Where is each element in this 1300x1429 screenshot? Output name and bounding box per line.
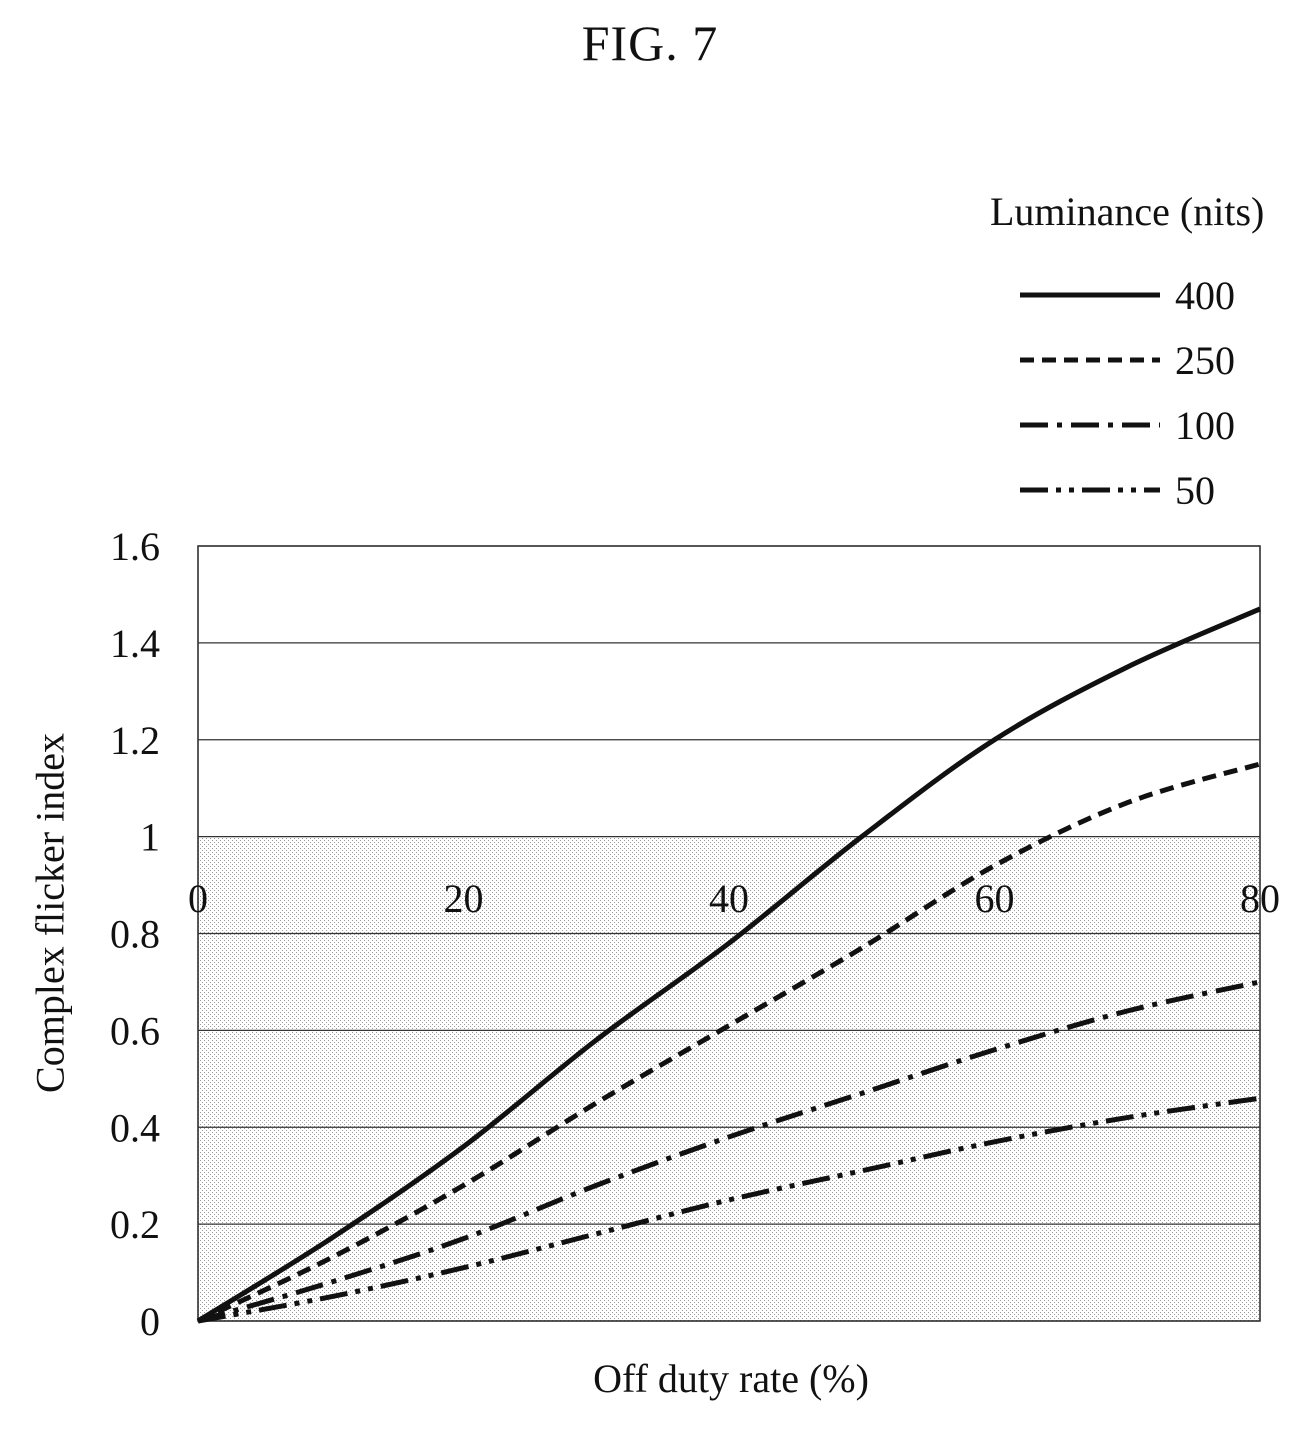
y-tick-label: 1.6: [110, 524, 160, 569]
legend-title: Luminance (nits): [990, 189, 1265, 234]
y-tick-labels: 0 0.2 0.4 0.6 0.8 1 1.2 1.4 1.6: [110, 524, 160, 1344]
y-axis-label: Complex flicker index: [27, 733, 73, 1093]
series-lines: [196, 606, 1262, 1324]
legend-label-100: 100: [1175, 403, 1235, 448]
y-tick-label: 1: [140, 815, 160, 860]
x-tick-label: 20: [444, 876, 484, 921]
x-tick-label: 40: [709, 876, 749, 921]
series-line-100: [197, 979, 1261, 1324]
x-tick-label: 80: [1240, 876, 1280, 921]
y-tick-label: 0.2: [110, 1202, 160, 1247]
y-tick-label: 0.8: [110, 912, 160, 957]
x-axis-label: Off duty rate (%): [593, 1356, 869, 1401]
legend: 400 250 100 50: [1020, 273, 1235, 513]
plot-upper-region: [198, 546, 1260, 837]
gridlines: [198, 545, 1260, 1322]
figure-label: FIG. 7: [581, 15, 719, 71]
y-tick-label: 1.2: [110, 718, 160, 763]
plot-lower-region: [198, 836, 1260, 1321]
series-line-50: [197, 1095, 1261, 1324]
y-tick-label: 0.4: [110, 1105, 160, 1150]
legend-label-50: 50: [1175, 468, 1215, 513]
legend-label-400: 400: [1175, 273, 1235, 318]
legend-label-250: 250: [1175, 338, 1235, 383]
y-tick-label: 0: [140, 1299, 160, 1344]
x-tick-label: 60: [975, 876, 1015, 921]
y-tick-label: 1.4: [110, 621, 160, 666]
x-tick-label: 0: [188, 876, 208, 921]
y-tick-label: 0.6: [110, 1008, 160, 1053]
series-line-400: [196, 606, 1262, 1324]
x-tick-labels: 0 20 40 60 80: [188, 876, 1280, 921]
